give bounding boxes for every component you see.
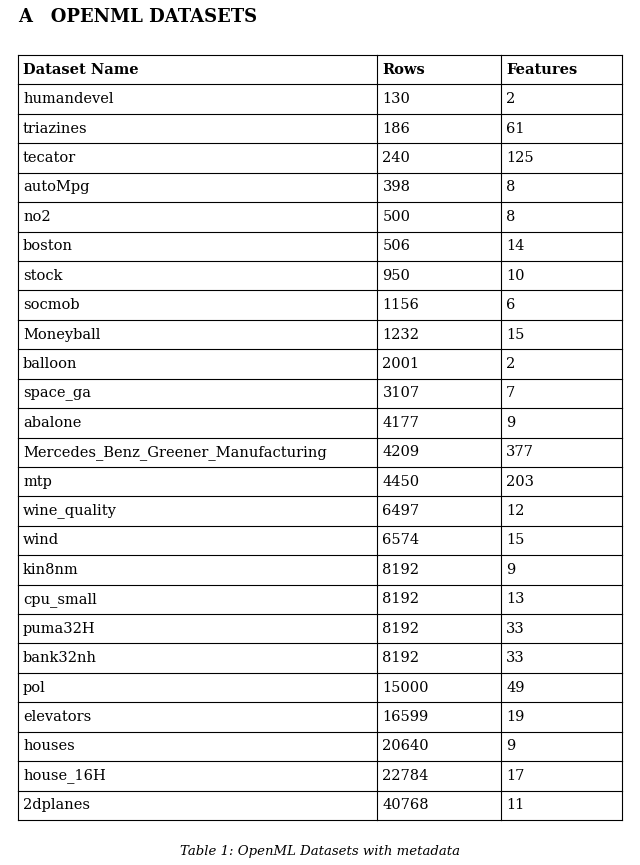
- Text: 17: 17: [506, 769, 525, 783]
- Text: pol: pol: [23, 681, 45, 695]
- Text: 40768: 40768: [382, 798, 429, 812]
- Text: 186: 186: [382, 122, 410, 136]
- Text: 33: 33: [506, 651, 525, 665]
- Text: 49: 49: [506, 681, 525, 695]
- Text: 15000: 15000: [382, 681, 429, 695]
- Text: Features: Features: [506, 62, 577, 77]
- Text: 8192: 8192: [382, 593, 419, 606]
- Text: 15: 15: [506, 328, 525, 342]
- Text: 950: 950: [382, 269, 410, 283]
- Text: 61: 61: [506, 122, 525, 136]
- Text: tecator: tecator: [23, 151, 76, 165]
- Text: houses: houses: [23, 740, 75, 753]
- Text: 8192: 8192: [382, 622, 419, 636]
- Text: 4177: 4177: [382, 416, 419, 430]
- Text: 2001: 2001: [382, 357, 419, 371]
- Text: 2: 2: [506, 93, 515, 106]
- Text: Mercedes_Benz_Greener_Manufacturing: Mercedes_Benz_Greener_Manufacturing: [23, 445, 327, 459]
- Text: 14: 14: [506, 240, 525, 253]
- Text: 7: 7: [506, 387, 515, 400]
- Text: 240: 240: [382, 151, 410, 165]
- Text: 9: 9: [506, 740, 515, 753]
- Text: 8192: 8192: [382, 563, 419, 577]
- Text: no2: no2: [23, 210, 51, 224]
- Text: 33: 33: [506, 622, 525, 636]
- Text: 12: 12: [506, 504, 525, 518]
- Text: 13: 13: [506, 593, 525, 606]
- Text: 16599: 16599: [382, 710, 429, 724]
- Text: 3107: 3107: [382, 387, 419, 400]
- Text: 4450: 4450: [382, 475, 419, 489]
- Text: 20640: 20640: [382, 740, 429, 753]
- Text: 15: 15: [506, 534, 525, 548]
- Text: space_ga: space_ga: [23, 387, 91, 400]
- Text: triazines: triazines: [23, 122, 88, 136]
- Text: 203: 203: [506, 475, 534, 489]
- Text: 2: 2: [506, 357, 515, 371]
- Text: 500: 500: [382, 210, 410, 224]
- Text: house_16H: house_16H: [23, 768, 106, 784]
- Text: cpu_small: cpu_small: [23, 592, 97, 606]
- Text: autoMpg: autoMpg: [23, 181, 90, 195]
- Text: 2dplanes: 2dplanes: [23, 798, 90, 812]
- Text: 22784: 22784: [382, 769, 429, 783]
- Text: 9: 9: [506, 416, 515, 430]
- Text: 398: 398: [382, 181, 410, 195]
- Text: wine_quality: wine_quality: [23, 503, 117, 518]
- Text: kin8nm: kin8nm: [23, 563, 79, 577]
- Text: Rows: Rows: [382, 62, 425, 77]
- Text: mtp: mtp: [23, 475, 52, 489]
- Text: Table 1: OpenML Datasets with metadata: Table 1: OpenML Datasets with metadata: [180, 845, 460, 858]
- Text: 125: 125: [506, 151, 534, 165]
- Text: wind: wind: [23, 534, 59, 548]
- Text: 506: 506: [382, 240, 410, 253]
- Text: 8: 8: [506, 181, 516, 195]
- Text: A   OPENML DATASETS: A OPENML DATASETS: [18, 8, 257, 26]
- Text: 19: 19: [506, 710, 525, 724]
- Text: 9: 9: [506, 563, 515, 577]
- Text: 8: 8: [506, 210, 516, 224]
- Text: socmob: socmob: [23, 298, 79, 312]
- Text: humandevel: humandevel: [23, 93, 113, 106]
- Text: 10: 10: [506, 269, 525, 283]
- Text: 6: 6: [506, 298, 516, 312]
- Text: balloon: balloon: [23, 357, 77, 371]
- Text: 6497: 6497: [382, 504, 419, 518]
- Text: abalone: abalone: [23, 416, 81, 430]
- Text: 130: 130: [382, 93, 410, 106]
- Text: boston: boston: [23, 240, 73, 253]
- Text: 1156: 1156: [382, 298, 419, 312]
- Text: 1232: 1232: [382, 328, 419, 342]
- Text: 377: 377: [506, 445, 534, 459]
- Text: Dataset Name: Dataset Name: [23, 62, 139, 77]
- Text: 4209: 4209: [382, 445, 419, 459]
- Text: 11: 11: [506, 798, 524, 812]
- Text: stock: stock: [23, 269, 63, 283]
- Text: 6574: 6574: [382, 534, 419, 548]
- Text: 8192: 8192: [382, 651, 419, 665]
- Text: bank32nh: bank32nh: [23, 651, 97, 665]
- Text: Moneyball: Moneyball: [23, 328, 100, 342]
- Text: elevators: elevators: [23, 710, 92, 724]
- Text: puma32H: puma32H: [23, 622, 95, 636]
